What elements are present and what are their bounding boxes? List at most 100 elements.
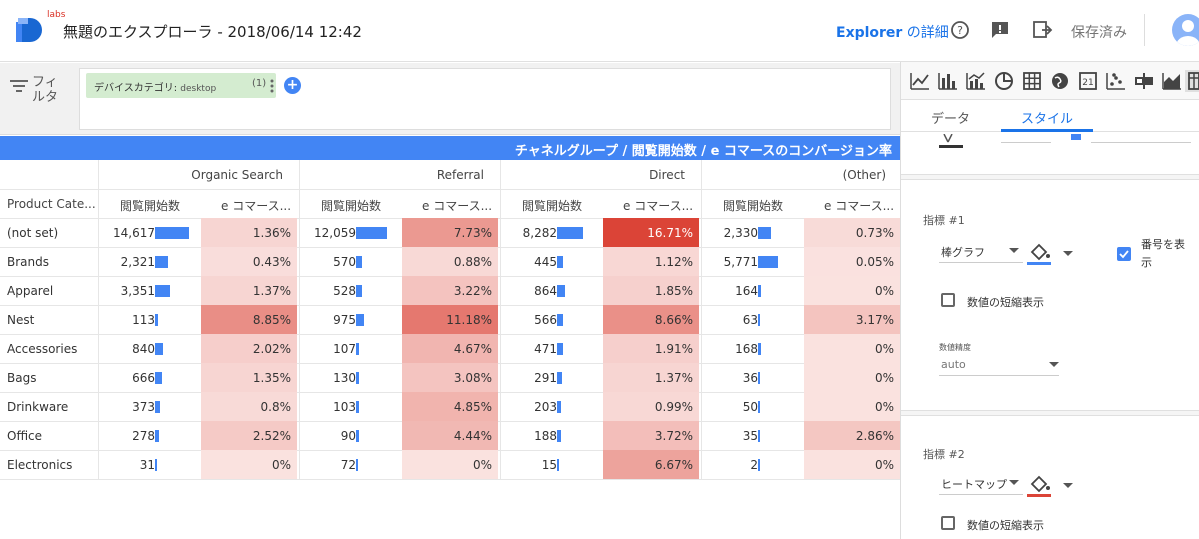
metric-header-sessions[interactable]: 閲覧開始数 [321,199,382,213]
metric-2-type-value: ヒートマップ [941,478,1007,491]
combo-chart-icon[interactable] [965,70,987,92]
save-status: 保存済み [1071,25,1127,41]
sessions-bar [356,430,359,442]
filter-box[interactable]: デバイスカテゴリ: desktop (1) + [79,68,891,130]
pivot-table-icon[interactable] [1185,70,1199,92]
conversion-rate-value: 0.88% [453,255,492,269]
compact-numbers-2-checkbox[interactable] [941,516,955,530]
fill-color-2-icon[interactable] [1027,472,1051,498]
conversion-rate-value: 0% [874,284,894,298]
feedback-icon[interactable] [989,19,1011,41]
sessions-value: 90 [340,429,356,443]
column-group-header[interactable]: Organic Search [191,168,283,182]
sessions-cell: 103 [300,392,402,421]
sessions-cell: 373 [99,392,201,421]
sessions-bar [758,285,762,297]
bullet-chart-icon[interactable] [1133,70,1155,92]
sessions-value: 373 [132,400,155,414]
conversion-rate-cell: 0% [804,363,900,392]
sessions-cell: 168 [702,334,804,363]
conversion-rate-cell: 4.44% [402,421,498,450]
row-dimension-header[interactable]: Product Cate... [7,197,96,211]
column-group-header[interactable]: Direct [649,168,685,182]
sessions-cell: 63 [702,305,804,334]
pie-chart-icon[interactable] [993,70,1015,92]
bar-chart-icon[interactable] [937,70,959,92]
page-title[interactable]: 無題のエクスプローラ - 2018/06/14 12:42 [63,23,362,41]
conversion-rate-value: 0.43% [252,255,291,269]
metric-header-conversion-rate[interactable]: e コマース... [824,199,895,213]
column-group-header[interactable]: Referral [436,168,484,182]
metric-header-sessions[interactable]: 閲覧開始数 [723,199,784,213]
tab-data[interactable]: データ [931,112,971,127]
conversion-rate-value: 0.99% [654,400,693,414]
sessions-value: 666 [132,371,155,385]
sessions-cell: 528 [300,276,402,305]
help-icon[interactable]: ? [949,19,971,41]
sessions-cell: 188 [501,421,603,450]
row-label: Electronics [7,458,73,472]
conversion-rate-value: 0% [472,458,492,472]
add-to-report-icon[interactable] [1031,19,1053,41]
add-filter-button[interactable]: + [284,77,301,94]
tab-style[interactable]: スタイル [1021,112,1074,127]
metric-header-conversion-rate[interactable]: e コマース... [623,199,694,213]
header-divider [1144,14,1145,46]
conversion-rate-value: 0% [271,458,291,472]
sessions-value: 278 [132,429,155,443]
sessions-cell: 50 [702,392,804,421]
conversion-rate-cell: 6.67% [603,450,699,479]
scatter-chart-icon[interactable] [1105,70,1127,92]
avatar[interactable] [1172,14,1199,46]
metric-header-sessions[interactable]: 閲覧開始数 [120,199,181,213]
filter-icon [10,80,28,92]
filter-label-group[interactable]: フィルタ [8,75,74,115]
text-color-icon[interactable] [939,134,965,148]
more-vert-icon[interactable] [270,78,274,94]
sessions-cell: 666 [99,363,201,392]
conversion-rate-cell: 0% [804,334,900,363]
geo-map-icon[interactable] [1049,70,1071,92]
sessions-bar [356,401,359,413]
table-row: Office 278 2.52% 90 4.44% 188 3.72% 35 2.86% [0,421,900,450]
column-divider [701,160,702,479]
sessions-bar [155,227,189,239]
metric-header-conversion-rate[interactable]: e コマース... [221,199,292,213]
column-group-header[interactable]: (Other) [842,168,886,182]
conversion-rate-cell: 2.86% [804,421,900,450]
show-number-checkbox[interactable] [1117,247,1131,261]
conversion-rate-value: 6.67% [654,458,693,472]
sessions-bar [155,459,157,471]
sessions-value: 840 [132,342,155,356]
metric-header-sessions[interactable]: 閲覧開始数 [522,199,583,213]
conversion-rate-cell: 4.67% [402,334,498,363]
sessions-value: 203 [534,400,557,414]
sessions-bar [356,459,359,471]
metric-2-type-underline [939,494,1023,495]
section-divider-1 [901,174,1199,180]
fill-color-icon[interactable] [1027,240,1051,266]
sessions-bar [557,343,563,355]
explorer-details-link[interactable]: Explorer の詳細 [836,22,949,42]
sessions-cell: 107 [300,334,402,363]
table-title-bar: チャネルグループ / 閲覧開始数 / e コマースのコンバージョン率 [0,136,900,160]
sessions-bar [155,314,158,326]
fill-color-chevron-icon[interactable] [1063,251,1073,256]
filter-chip-device-category[interactable]: デバイスカテゴリ: desktop (1) [86,73,276,98]
compact-numbers-1-checkbox[interactable] [941,293,955,307]
pivot-table: チャネルグループ / 閲覧開始数 / e コマースのコンバージョン率 Organ… [0,136,900,539]
sessions-bar [356,343,359,355]
scorecard-icon[interactable]: 21 [1077,70,1099,92]
top-header: labs 無題のエクスプローラ - 2018/06/14 12:42 Explo… [0,0,1199,62]
sessions-bar [758,401,760,413]
sessions-value: 63 [742,313,758,327]
line-chart-icon[interactable] [909,70,931,92]
fill-color-2-chevron-icon[interactable] [1063,483,1073,488]
filter-bar: フィルタ デバイスカテゴリ: desktop (1) + [0,63,900,135]
metric-header-conversion-rate[interactable]: e コマース... [422,199,493,213]
chip-value: desktop [180,84,217,94]
conversion-rate-value: 4.67% [453,342,492,356]
chip-count: (1) [252,78,267,89]
table-chart-icon[interactable] [1021,70,1043,92]
area-chart-icon[interactable] [1161,70,1183,92]
